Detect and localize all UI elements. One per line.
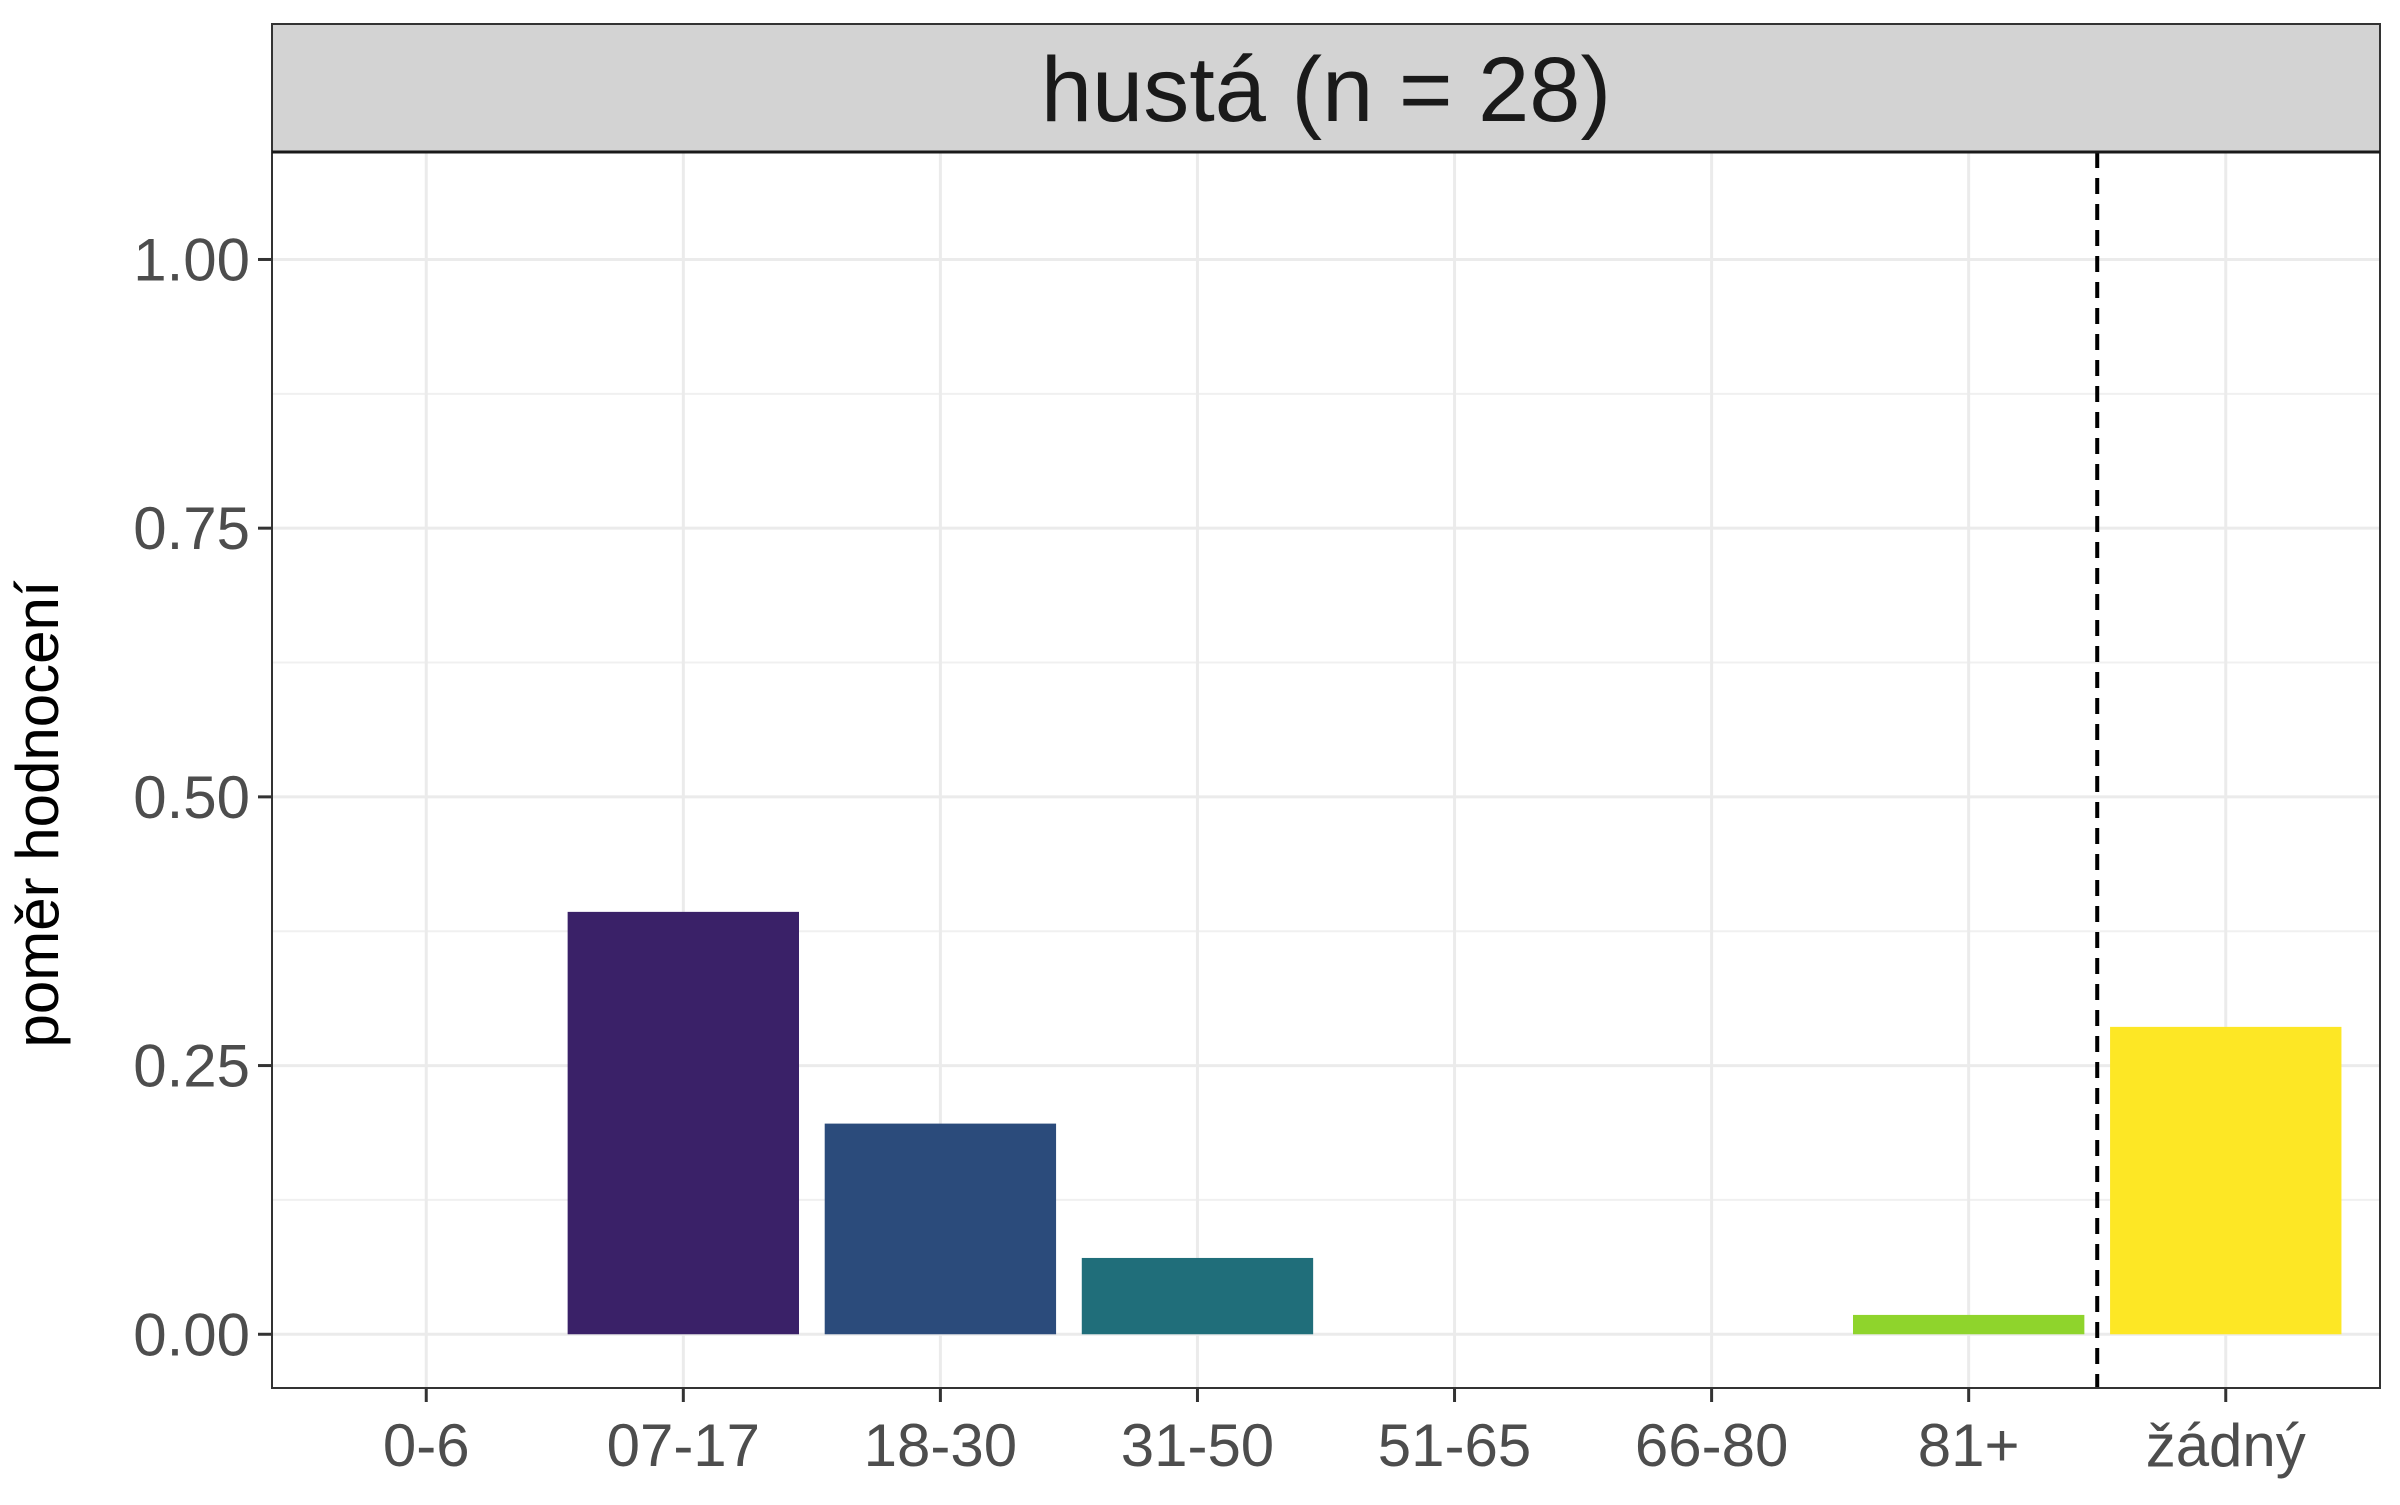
bar-žádný (2110, 1026, 2342, 1335)
y-tick-label: 0.00 (133, 1301, 250, 1368)
facet-strip: hustá (n = 28) (271, 23, 2381, 154)
x-tick-label: 31-50 (1121, 1412, 1274, 1479)
bar-31-50 (1081, 1257, 1314, 1335)
x-tick-label: 51-65 (1378, 1412, 1531, 1479)
y-axis-title: poměr hodnocení (4, 580, 71, 1047)
y-tick-label: 0.75 (133, 495, 250, 562)
facet-strip-background (271, 23, 2381, 153)
x-tick-label: 0-6 (383, 1412, 470, 1479)
x-tick-label: 18-30 (864, 1412, 1017, 1479)
axis-layer: 0.00 0.25 0.50 0.75 1.00 0-6 07-17 18-30 31-50 51… (4, 226, 2306, 1479)
bar-layer (567, 911, 2342, 1335)
bar-18-30 (824, 1123, 1057, 1335)
x-tick-label: žádný (2146, 1412, 2306, 1479)
x-tick-label: 81+ (1918, 1412, 2020, 1479)
y-tick-label: 0.50 (133, 764, 250, 831)
y-tick-label: 0.25 (133, 1033, 250, 1100)
bar-81+ (1853, 1314, 2085, 1335)
x-tick-label: 07-17 (607, 1412, 760, 1479)
bar-07-17 (567, 911, 799, 1335)
x-tick-label: 66-80 (1635, 1412, 1788, 1479)
y-tick-label: 1.00 (133, 226, 250, 293)
facet-title: hustá (n = 28) (1041, 39, 1611, 141)
